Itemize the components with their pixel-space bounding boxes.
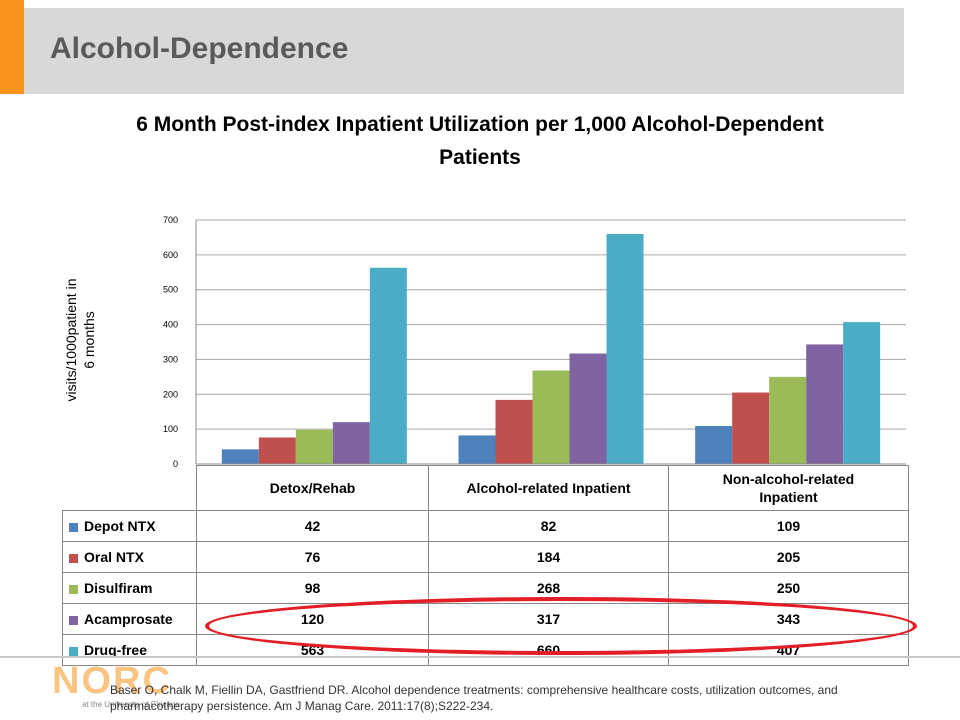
bar	[843, 322, 881, 464]
accent-bar	[0, 0, 24, 94]
legend-key	[69, 553, 78, 563]
slide-title: Alcohol-Dependence	[50, 32, 349, 65]
bar	[295, 429, 333, 464]
norc-logo: NORC	[52, 660, 172, 702]
bar	[332, 422, 370, 464]
bar	[532, 370, 570, 464]
bar	[569, 353, 607, 464]
legend-key	[69, 646, 78, 656]
bar	[732, 392, 770, 464]
data-label: 76	[196, 541, 429, 573]
category-label: Detox/Rehab	[196, 465, 429, 511]
table-row: Depot NTX 42 82 109	[62, 510, 909, 542]
bar	[495, 399, 533, 464]
y-tick-label: 500	[163, 285, 178, 295]
data-label: 184	[428, 541, 669, 573]
norc-logo-subtitle: at the University of Chicago	[82, 700, 180, 709]
series-legend-cell: Depot NTX	[62, 510, 197, 542]
data-label: 109	[668, 510, 909, 542]
legend-key	[69, 615, 78, 625]
data-label: 98	[196, 572, 429, 604]
legend-key	[69, 584, 78, 594]
table-row: Oral NTX 76 184 205	[62, 541, 909, 573]
bar	[258, 437, 296, 464]
series-name: Acamprosate	[84, 611, 173, 627]
bar	[806, 344, 844, 464]
y-tick-label: 600	[163, 250, 178, 260]
y-tick-label: 400	[163, 320, 178, 330]
y-tick-label: 300	[163, 354, 178, 364]
series-name: Depot NTX	[84, 518, 156, 534]
bar	[458, 435, 496, 464]
y-tick-label: 100	[163, 424, 178, 434]
category-label: Alcohol-related Inpatient	[428, 465, 669, 511]
legend-key	[69, 522, 78, 532]
bar	[769, 376, 807, 464]
citation: Baser O, Chalk M, Fiellin DA, Gastfriend…	[110, 683, 838, 713]
footer-rule	[0, 656, 960, 658]
data-label: 205	[668, 541, 909, 573]
bar	[606, 233, 644, 464]
y-tick-label: 200	[163, 389, 178, 399]
series-name: Oral NTX	[84, 549, 144, 565]
series-name: Drug-free	[84, 642, 148, 658]
table-corner	[62, 465, 197, 511]
series-legend-cell: Oral NTX	[62, 541, 197, 573]
data-label: 82	[428, 510, 669, 542]
series-legend-cell: Acamprosate	[62, 603, 197, 635]
y-tick-label: 0	[173, 459, 178, 469]
chart-title: 6 Month Post-index Inpatient Utilization…	[136, 113, 824, 169]
bar	[221, 449, 259, 464]
series-legend-cell: Disulfiram	[62, 572, 197, 604]
header-bar	[24, 8, 904, 94]
y-tick-label: 700	[163, 215, 178, 225]
bar	[695, 426, 733, 464]
data-label: 42	[196, 510, 429, 542]
bar	[369, 267, 407, 464]
highlight-oval	[205, 597, 917, 655]
series-name: Disulfiram	[84, 580, 153, 596]
category-label: Non-alcohol-related Inpatient	[668, 465, 909, 511]
